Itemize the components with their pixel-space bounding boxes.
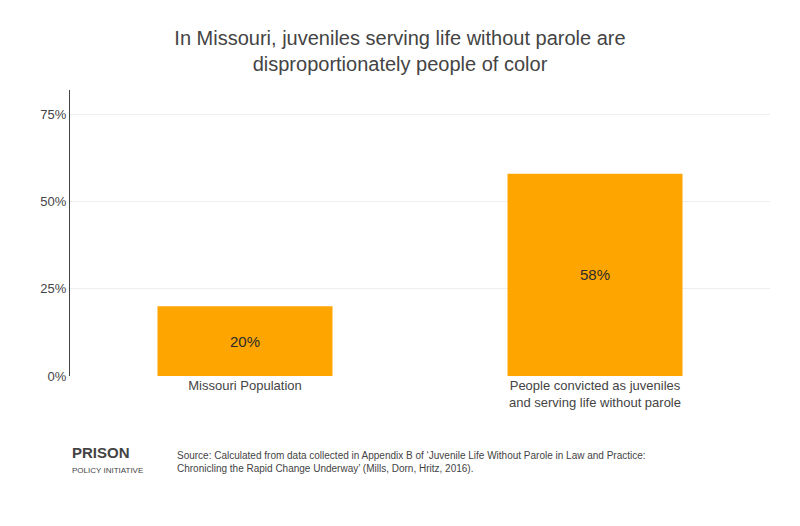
svg-text:58%: 58% bbox=[580, 266, 610, 283]
svg-text:20%: 20% bbox=[230, 333, 260, 350]
svg-text:0%: 0% bbox=[48, 369, 67, 384]
svg-text:50%: 50% bbox=[40, 194, 66, 209]
svg-text:People convicted as juvenilesa: People convicted as juvenilesand serving… bbox=[509, 378, 681, 410]
svg-text:Missouri Population: Missouri Population bbox=[188, 378, 301, 393]
svg-text:25%: 25% bbox=[40, 281, 66, 296]
svg-text:75%: 75% bbox=[40, 107, 66, 122]
svg-text:PRISON: PRISON bbox=[72, 444, 130, 461]
svg-text:In Missouri, juveniles serving: In Missouri, juveniles serving life with… bbox=[174, 27, 625, 75]
svg-text:Source: Calculated from data c: Source: Calculated from data collected i… bbox=[177, 450, 646, 474]
svg-text:POLICY INITIATIVE: POLICY INITIATIVE bbox=[72, 466, 143, 475]
